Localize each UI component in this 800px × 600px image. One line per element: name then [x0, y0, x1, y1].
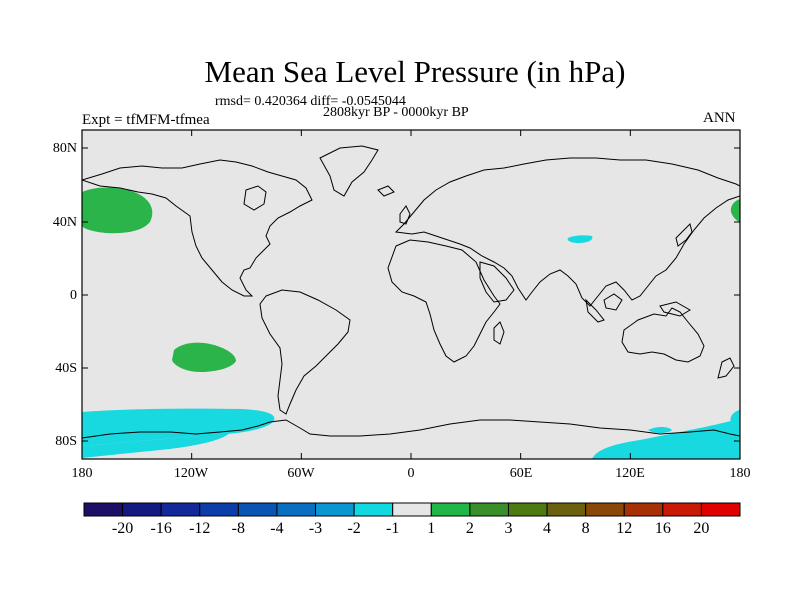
colorbar-swatch	[237, 502, 278, 517]
colorbar-swatch	[122, 502, 162, 517]
stats-label: rmsd= 0.420364 diff= -0.0545044	[215, 94, 406, 109]
colorbar-swatch	[160, 502, 201, 517]
uk-outline	[399, 205, 411, 225]
positive-anomaly-east-edge	[730, 199, 740, 222]
lat-label-80n: 80N	[52, 141, 77, 156]
season-label: ANN	[703, 110, 736, 126]
negative-anomaly-east-edge	[730, 410, 740, 432]
eurasia-outline	[394, 157, 740, 307]
colorbar-label: -1	[386, 520, 400, 537]
antarctica-outline	[82, 419, 740, 439]
colorbar-swatch	[546, 502, 587, 517]
colorbar-swatch	[276, 502, 317, 517]
colorbar-label: -8	[231, 520, 245, 537]
lat-label-40n: 40N	[52, 215, 77, 230]
new-zealand-outline	[717, 357, 735, 379]
lat-label-0: 0	[70, 288, 77, 303]
colorbar	[83, 502, 741, 517]
lat-label-40s: 40S	[55, 361, 77, 376]
anomaly-regions	[82, 187, 740, 459]
south-america-outline	[259, 289, 351, 415]
greenland-outline	[319, 145, 379, 197]
colorbar-swatch	[353, 502, 394, 517]
japan-outline	[675, 223, 693, 247]
lon-label-180e: 180	[729, 466, 751, 481]
arabia-outline	[479, 261, 515, 303]
colorbar-label: -20	[111, 520, 134, 537]
negative-anomaly-southern-ocean-east	[592, 419, 740, 459]
lat-label-80s: 80S	[55, 434, 77, 449]
colorbar-swatch	[585, 502, 625, 517]
colorbar-label: 2	[465, 520, 474, 537]
lon-label-120w: 120W	[173, 466, 209, 481]
experiment-label: Expt = tfMFM-tfmea	[82, 112, 210, 128]
colorbar-label: -3	[308, 520, 323, 537]
colorbar-swatch	[469, 502, 509, 517]
colorbar-swatch	[623, 502, 664, 517]
colorbar-swatch	[83, 502, 124, 517]
lon-label-0: 0	[407, 466, 415, 481]
negative-anomaly-southern-ocean-west	[82, 408, 275, 446]
lon-label-120e: 120E	[615, 466, 645, 481]
colorbar-label: -4	[270, 520, 284, 537]
colorbar-swatch	[392, 502, 432, 517]
colorbar-swatch	[199, 502, 239, 517]
colorbar-label: 16	[654, 520, 671, 537]
iceland-outline	[377, 185, 395, 197]
lon-label-180w: 180	[71, 466, 93, 481]
australia-outline	[621, 307, 705, 363]
period-label: 2808kyr BP - 0000kyr BP	[323, 105, 469, 120]
positive-anomaly-north-pacific	[82, 187, 153, 234]
colorbar-label: -12	[189, 520, 211, 537]
colorbar-label: 12	[616, 520, 633, 537]
colorbar-label: 3	[504, 520, 513, 537]
colorbar-label: -2	[347, 520, 361, 537]
positive-anomaly-south-pacific	[172, 342, 236, 372]
colorbar-label: 20	[693, 520, 710, 537]
borneo-outline	[603, 293, 623, 311]
colorbar-swatch	[700, 502, 741, 517]
map-title: Mean Sea Level Pressure (in hPa)	[204, 54, 626, 89]
coastlines	[82, 145, 740, 439]
colorbar-label: 4	[543, 520, 552, 537]
negative-anomaly-mongolia	[567, 235, 593, 243]
negative-anomaly-ross-sea	[82, 430, 231, 458]
new-guinea-outline	[659, 301, 691, 317]
hudson-bay-outline	[243, 185, 267, 211]
colorbar-swatch	[315, 502, 355, 517]
colorbar-swatch	[507, 502, 548, 517]
colorbar-swatch	[662, 502, 702, 517]
colorbar-label: 1	[427, 520, 436, 537]
colorbar-label: 8	[581, 520, 590, 537]
colorbar-swatch	[430, 502, 471, 517]
lon-label-60w: 60W	[287, 466, 315, 481]
north-america-outline	[82, 159, 313, 297]
africa-outline	[387, 239, 501, 363]
sumatra-outline	[585, 298, 605, 323]
negative-anomaly-south-indian	[648, 427, 672, 433]
lon-label-60e: 60E	[509, 466, 533, 481]
axis-ticks	[81, 130, 741, 459]
colorbar-label: -16	[150, 520, 172, 537]
madagascar-outline	[493, 321, 505, 345]
